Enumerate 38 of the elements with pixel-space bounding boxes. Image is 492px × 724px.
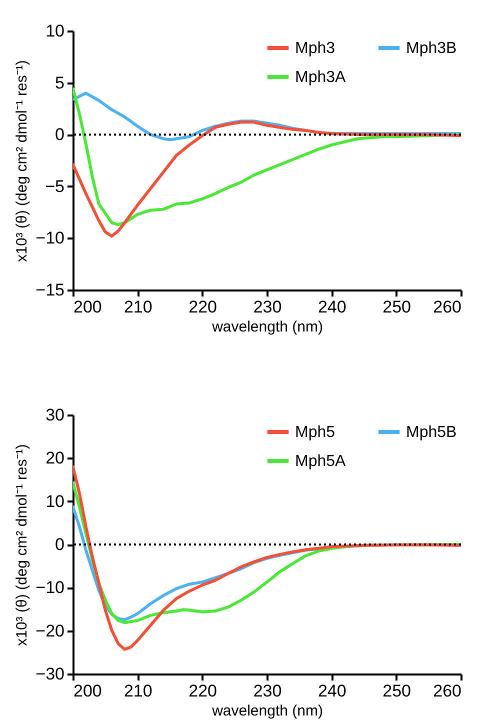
y-tick-label: −5 [45, 176, 64, 196]
legend-label: Mph5B [406, 424, 457, 441]
legend-label: Mph3A [295, 69, 346, 86]
y-tick-label: 0 [55, 535, 64, 554]
legend-label: Mph5A [295, 453, 346, 470]
x-tick-label: 260 [433, 682, 462, 700]
x-tick-label: 240 [318, 682, 346, 700]
legend-label: Mph3B [406, 40, 457, 57]
y-tick-label: −30 [36, 664, 64, 684]
y-tick-label: −10 [36, 578, 64, 598]
x-tick-label: 220 [188, 682, 218, 700]
x-tick-label: 200 [74, 682, 102, 700]
x-tick-label: 220 [188, 298, 218, 316]
y-tick-label: 30 [46, 406, 64, 424]
x-tick-label: 240 [318, 298, 346, 316]
legend-label: Mph3 [295, 40, 336, 57]
y-axis-title: x10³ (θ) (deg cm² dmol⁻¹ res⁻¹) [14, 60, 31, 262]
y-tick-label: −10 [36, 228, 64, 248]
x-tick-label: 250 [382, 298, 412, 316]
y-tick-label: 10 [46, 22, 64, 40]
x-axis-title: wavelength (nm) [211, 318, 323, 336]
y-tick-label: 0 [55, 125, 64, 144]
x-tick-label: 230 [253, 298, 282, 316]
y-tick-label: −15 [36, 280, 64, 300]
legend-label: Mph5 [295, 424, 336, 441]
x-tick-label: 210 [124, 298, 152, 316]
y-tick-label: 10 [46, 492, 64, 511]
x-tick-label: 250 [382, 682, 412, 700]
y-axis-title: x10³ (θ) (deg cm² dmol⁻¹ res⁻¹) [14, 444, 31, 646]
y-tick-label: −20 [36, 621, 64, 640]
line-series [73, 88, 461, 226]
x-tick-label: 210 [124, 682, 152, 700]
x-tick-label: 260 [433, 298, 462, 316]
y-tick-label: 20 [46, 448, 64, 468]
x-tick-label: 230 [253, 682, 282, 700]
y-tick-label: 5 [55, 73, 64, 92]
x-tick-label: 200 [74, 298, 102, 316]
x-axis-title: wavelength (nm) [211, 702, 323, 720]
